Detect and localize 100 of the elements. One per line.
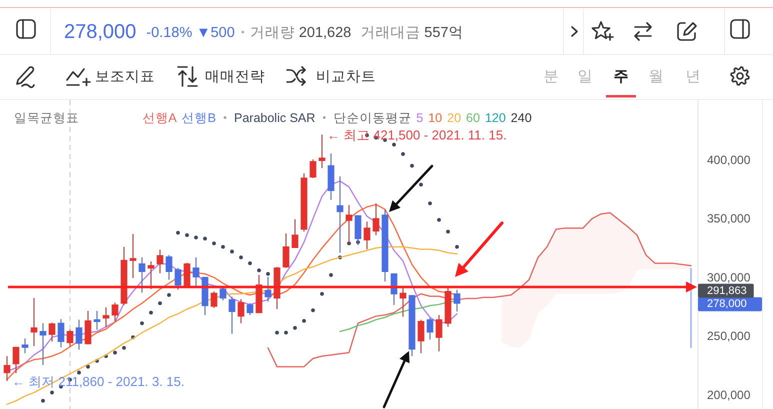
candlestick <box>336 176 344 254</box>
candlestick <box>382 208 388 282</box>
text: 5 <box>416 111 424 125</box>
text: 278,000 <box>707 298 747 310</box>
text: 일 <box>578 68 592 85</box>
candlestick <box>220 286 226 301</box>
text: 주 <box>614 68 628 85</box>
candlestick <box>130 233 136 278</box>
point <box>86 364 90 369</box>
text: 년 <box>686 68 700 85</box>
candlestick <box>12 346 20 374</box>
candlestick <box>328 152 334 200</box>
candlestick <box>408 294 416 357</box>
point <box>455 244 459 249</box>
text: 분 <box>544 68 558 85</box>
candlestick <box>138 256 146 294</box>
candlestick <box>372 202 380 236</box>
point <box>293 326 297 330</box>
point <box>302 318 306 323</box>
y-tick-label: 250,000 <box>707 329 751 344</box>
candlestick <box>84 310 92 345</box>
candlestick <box>364 221 370 250</box>
point <box>320 292 324 296</box>
candlestick <box>166 254 172 280</box>
point <box>113 350 117 355</box>
point <box>50 390 54 394</box>
text: 60 <box>466 111 480 125</box>
text: 거래량 201,628 <box>250 25 352 41</box>
annotation: 일목균형표 <box>14 111 79 125</box>
point <box>329 273 333 277</box>
candlestick <box>400 287 406 318</box>
legend-label: 선행B <box>182 111 216 125</box>
annotation: ← 최고 421,500 - 2021. 11. 15. <box>327 127 507 142</box>
candlestick <box>102 306 110 328</box>
point <box>419 182 423 186</box>
candlestick <box>292 218 298 249</box>
candlestick <box>310 158 316 179</box>
annotation: 단순이동평균 <box>333 111 412 125</box>
point <box>185 233 189 238</box>
candlestick <box>174 268 182 290</box>
point <box>77 370 81 374</box>
point <box>428 201 432 206</box>
candlestick <box>436 314 442 352</box>
candlestick <box>120 246 128 306</box>
candlestick <box>184 262 190 288</box>
candlestick <box>426 317 434 340</box>
candlestick <box>300 172 308 232</box>
point <box>284 330 288 335</box>
candlestick <box>318 134 326 169</box>
line-series <box>6 246 458 405</box>
point <box>248 261 252 266</box>
candlestick <box>418 319 424 354</box>
point <box>203 236 207 241</box>
candlestick <box>246 302 254 316</box>
point <box>158 301 162 306</box>
point <box>257 268 261 272</box>
point <box>122 346 126 350</box>
candlestick <box>66 329 74 347</box>
text: 매매전략 <box>205 69 265 85</box>
candlestick <box>346 204 352 244</box>
point <box>140 321 144 326</box>
text: 거래대금 557억 <box>360 25 464 41</box>
text: 20 <box>447 111 462 125</box>
point <box>446 230 450 234</box>
point <box>149 310 153 315</box>
text: 보조지표 <box>95 69 155 85</box>
legend-label: 240 <box>510 111 532 125</box>
candlestick <box>192 256 200 288</box>
candlestick <box>112 302 118 322</box>
candlestick <box>156 249 164 274</box>
annotation: ← 최저 211,860 - 2021. 3. 15. <box>12 373 184 388</box>
candlestick <box>282 232 290 269</box>
text: 비교차트 <box>316 69 376 85</box>
candlestick <box>58 318 64 348</box>
candlestick <box>30 297 38 347</box>
y-tick-label: 200,000 <box>707 388 751 402</box>
point <box>266 272 270 276</box>
candlestick <box>256 274 262 314</box>
text: 278,000 <box>64 21 136 43</box>
candlestick <box>228 296 236 334</box>
point <box>392 142 396 147</box>
candlestick <box>274 266 280 310</box>
candlestick <box>444 286 452 328</box>
y-tick-label: 350,000 <box>707 212 751 226</box>
text: Parabolic SAR <box>234 111 316 125</box>
candlestick <box>202 276 208 316</box>
candlestick <box>22 338 28 354</box>
line-series <box>267 212 692 368</box>
ref-line-label: 291,863 <box>707 284 747 297</box>
point <box>221 244 225 249</box>
text: 10 <box>428 111 442 125</box>
point <box>41 398 45 403</box>
candlestick <box>238 298 244 324</box>
point <box>275 330 279 335</box>
point <box>176 230 180 235</box>
y-tick-label: 400,000 <box>707 152 751 167</box>
candlestick <box>94 310 100 330</box>
candlestick <box>454 289 460 312</box>
candlestick <box>148 261 154 290</box>
candlestick <box>76 319 82 350</box>
